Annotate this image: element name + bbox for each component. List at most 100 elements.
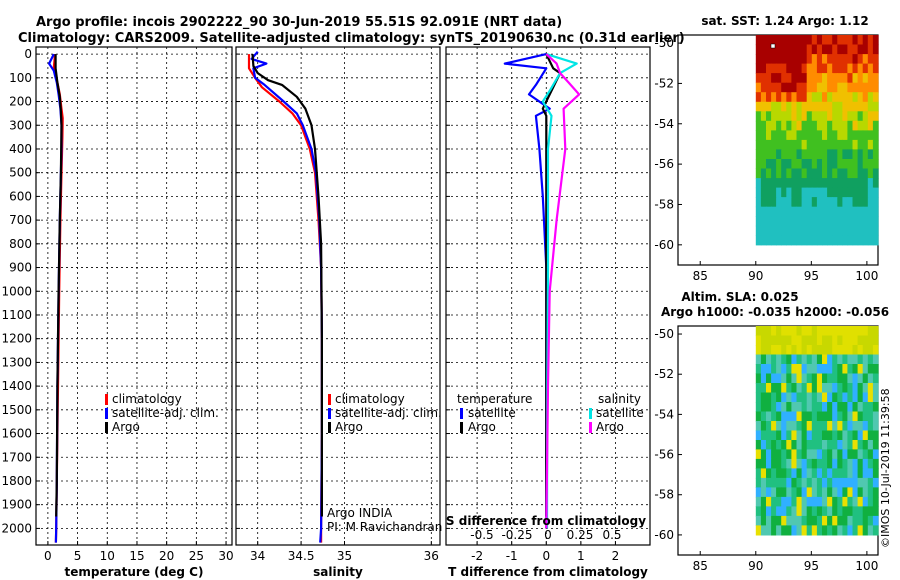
sst_map-cell — [816, 225, 823, 236]
sla_map-cell — [766, 487, 772, 498]
sla_map-cell — [755, 449, 762, 460]
sla_map-cell — [801, 354, 808, 365]
sla_map-cell — [862, 326, 869, 337]
sst_map-cell — [822, 178, 828, 189]
sst_map-cell — [872, 92, 879, 103]
sla_map-cell — [755, 525, 762, 536]
sst_map-cell — [811, 235, 818, 246]
sla_map-cell — [771, 477, 777, 488]
sla_map-cell — [872, 354, 879, 365]
sst_map-cell — [832, 63, 838, 74]
sst_map-cell — [857, 111, 864, 122]
sst_map-cell — [847, 92, 854, 103]
sst_map-cell — [811, 54, 818, 65]
sla_map-cell — [847, 354, 854, 365]
sst_map-cell — [755, 187, 762, 198]
sla_map-cell — [857, 515, 864, 526]
sst_map-cell — [771, 139, 777, 150]
sla_map-cell — [801, 335, 808, 346]
sst_map-cell — [786, 54, 792, 65]
sst_map-cell — [811, 139, 818, 150]
sla_map-cell — [755, 402, 762, 413]
sla_map-cell — [766, 392, 772, 403]
sst_map-cell — [827, 206, 833, 217]
sst_map-cell — [791, 54, 798, 65]
temperature-legend-label: satellite-adj. clim. — [112, 406, 219, 420]
sst_map-cell — [852, 120, 859, 131]
sla_map-cell — [842, 335, 849, 346]
s-difference-tick-label: -0.5 — [470, 528, 493, 542]
sst_map-cell — [832, 225, 838, 236]
sst_map-cell — [837, 225, 843, 236]
salinity-panel: 34 34.5 35 36 salinity climatologysatellite-a… — [235, 46, 442, 579]
sst_map-cell — [796, 197, 803, 208]
sla_map-cell — [872, 326, 879, 337]
sst_map-cell — [827, 63, 833, 74]
sla_map-cell — [867, 458, 874, 469]
sla_map-cell — [872, 458, 879, 469]
sla_map-cell — [872, 440, 879, 451]
sst_map-cell — [755, 54, 762, 65]
sla_map-cell — [832, 468, 838, 479]
sla_map-cell — [786, 373, 792, 384]
sla_map-cell — [796, 477, 803, 488]
sst_map-cell — [822, 206, 828, 217]
sst_map-cell — [811, 225, 818, 236]
sst_map-cell — [755, 149, 762, 160]
sla_map-cell — [837, 458, 843, 469]
sla_map-cell — [867, 421, 874, 432]
temperature-legend-swatch — [105, 408, 108, 419]
sst_map-cell — [806, 216, 813, 227]
sst_map-cell — [842, 187, 849, 198]
sst_map-cell — [847, 187, 854, 198]
sla_map-cell — [827, 487, 833, 498]
sst_map-cell — [801, 178, 808, 189]
sla_map-cell — [811, 383, 818, 394]
sla_map-cell — [837, 506, 843, 517]
sst_map-cell — [811, 120, 818, 131]
sla_map-cell — [822, 421, 828, 432]
sst_map-cell — [832, 111, 838, 122]
sst_map-cell — [781, 235, 787, 246]
sst_map-cell — [811, 187, 818, 198]
depth-tick-label: 800 — [9, 237, 32, 251]
sst_map-cell — [766, 111, 772, 122]
sla_map-cell — [786, 477, 792, 488]
sst_map-cell — [786, 63, 792, 74]
sla_map-cell — [862, 449, 869, 460]
sst_map-cell — [862, 225, 869, 236]
sst_map-cell — [786, 149, 792, 160]
sla_map-cell — [832, 449, 838, 460]
sla_map-cell — [786, 402, 792, 413]
difference-xtick-label: -2 — [471, 549, 483, 563]
sla_map-cell — [862, 430, 869, 441]
sst_map-cell — [791, 187, 798, 198]
sst_map-cell — [806, 101, 813, 112]
sst_map-cell — [766, 139, 772, 150]
sst_map-cell — [781, 216, 787, 227]
sst_map-cell — [771, 73, 777, 84]
sla_map-cell — [801, 458, 808, 469]
sst_map-cell — [801, 73, 808, 84]
sla_map-cell — [837, 477, 843, 488]
sst_map-cell — [801, 44, 808, 55]
sla_map-cell — [837, 487, 843, 498]
sst_map-cell — [822, 187, 828, 198]
sla_map-cell — [760, 525, 767, 536]
sst_map-cell — [862, 187, 869, 198]
sst_map-cell — [791, 130, 798, 141]
sst_map-cell — [862, 111, 869, 122]
sla_map-cell — [766, 421, 772, 432]
sst_map-cell — [776, 120, 782, 131]
sst_map-cell — [822, 101, 828, 112]
sla_map-cell — [806, 373, 813, 384]
sst_map-cell — [832, 130, 838, 141]
sst_map-cell — [766, 130, 772, 141]
sst_map-cell — [822, 111, 828, 122]
sla_map-cell — [801, 402, 808, 413]
sla_map-cell — [872, 496, 879, 507]
sla_map-cell — [776, 421, 782, 432]
sla_map-cell — [760, 373, 767, 384]
sla_map-cell — [852, 354, 859, 365]
sst_map-cell — [781, 44, 787, 55]
